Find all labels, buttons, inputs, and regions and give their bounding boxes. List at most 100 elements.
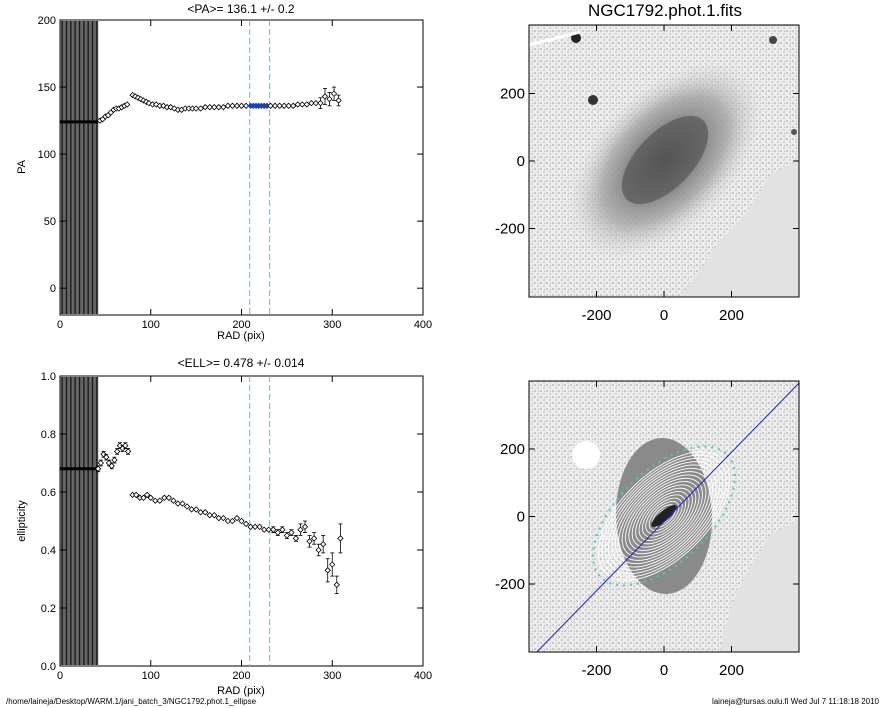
ell-point	[292, 535, 300, 542]
cont-ytick-label: -200	[495, 576, 525, 593]
contour-masked-corner	[720, 520, 799, 652]
ell-point	[122, 442, 129, 449]
pa-point	[271, 102, 279, 109]
contour-panel: -200 0 200 -200 0 200	[495, 380, 800, 679]
img-xtick-label: 200	[719, 307, 744, 324]
isophote-ellipse	[608, 461, 720, 571]
isophote-ellipse	[635, 487, 693, 545]
img-ytick-label: -200	[495, 221, 525, 238]
isophote-ellipse	[638, 491, 690, 541]
pa-point	[308, 99, 315, 107]
ell-point	[242, 520, 250, 528]
isophote-contours	[592, 438, 736, 594]
ell-point	[301, 523, 309, 530]
ell-point	[279, 526, 286, 533]
ell-point	[108, 462, 115, 470]
ell-point	[197, 509, 204, 516]
pa-xtick-label: 200	[232, 319, 250, 331]
ell-point	[270, 526, 277, 533]
pa-xtick-label: 400	[414, 319, 432, 331]
ell-point	[140, 494, 147, 501]
ell-point	[152, 497, 159, 504]
ell-title: <ELL>= 0.478 +/- 0.014	[178, 356, 305, 370]
outer-isophote	[592, 445, 736, 587]
ell-point	[337, 535, 344, 542]
isophote-ellipse	[621, 474, 707, 558]
pa-point	[299, 101, 306, 108]
ell-point	[183, 503, 191, 510]
ell-point	[220, 514, 227, 522]
pa-xlabel: RAD (pix)	[217, 330, 265, 342]
ell-xlabel: RAD (pix)	[217, 685, 265, 697]
pa-point	[211, 103, 218, 111]
ell-point	[310, 535, 318, 542]
pa-point	[224, 102, 232, 109]
pa-point	[132, 93, 139, 100]
ell-point	[297, 526, 304, 533]
pa-point	[321, 93, 329, 100]
pa-point	[220, 103, 227, 111]
ell-point	[224, 517, 232, 525]
isophote-ellipse	[614, 467, 714, 565]
isophote-ellipse	[597, 451, 731, 581]
cont-xtick-label: 200	[719, 662, 744, 679]
isophote-ellipse	[604, 457, 724, 575]
ell-point	[288, 529, 295, 536]
ell-point	[274, 529, 281, 536]
ell-marks	[59, 376, 344, 666]
ell-point	[161, 494, 168, 501]
pa-point	[134, 94, 142, 101]
ell-point	[147, 494, 154, 501]
pa-ytick-label: 0	[50, 283, 56, 295]
ell-xtick-label: 0	[57, 670, 63, 682]
ell-xtick-label: 100	[142, 670, 160, 682]
ell-point	[283, 532, 291, 539]
pa-ytick-label: 50	[44, 216, 56, 228]
isophote-ellipse	[611, 464, 717, 568]
img-xtick-label: 0	[660, 307, 668, 324]
footer-path: /home/laineja/Desktop/WARM.1/jani_batch_…	[6, 697, 257, 706]
ell-point	[211, 512, 218, 519]
pa-point	[330, 90, 338, 97]
img-ytick-label: 0	[517, 153, 525, 170]
star	[791, 129, 797, 135]
pa-point	[202, 103, 209, 111]
pa-point	[303, 101, 311, 108]
ell-point	[156, 497, 163, 504]
pa-plot-frame	[59, 19, 424, 316]
ell-point	[315, 546, 322, 554]
pa-point	[280, 102, 288, 109]
ell-point	[174, 500, 182, 507]
pa-ytick-label: 100	[38, 149, 56, 161]
nucleus	[651, 505, 677, 527]
star	[769, 36, 777, 44]
image-panel: NGC1792.phot.1.fits -200 0 200 -200 0 200	[495, 1, 800, 324]
pa-point	[229, 102, 236, 109]
ell-ylabel: ellipticity	[16, 500, 28, 542]
ell-point	[256, 523, 263, 530]
cont-ytick-label: 200	[500, 441, 525, 458]
ell-point	[97, 459, 105, 467]
pa-point	[294, 101, 301, 108]
pa-point	[192, 105, 200, 112]
pa-ytick-label: 200	[38, 15, 56, 27]
star	[571, 33, 581, 43]
masked-star	[572, 441, 600, 469]
isophote-ellipse	[601, 454, 727, 578]
pa-xtick-label: 300	[323, 319, 341, 331]
ell-point	[179, 500, 186, 507]
img-ytick-label: 200	[500, 86, 525, 103]
pa-point	[215, 103, 222, 111]
galaxy-core	[621, 115, 709, 205]
isophote-ellipse	[631, 484, 697, 548]
pa-point	[290, 102, 297, 109]
ell-point	[170, 497, 177, 504]
pa-point	[267, 102, 274, 109]
pa-xtick-label: 100	[142, 319, 160, 331]
ell-ytick-label: 1.0	[41, 371, 56, 383]
image-title: NGC1792.phot.1.fits	[588, 1, 742, 20]
pa-point	[197, 105, 204, 112]
image-masked-corner	[680, 160, 799, 297]
isophote-ellipse	[645, 497, 683, 535]
